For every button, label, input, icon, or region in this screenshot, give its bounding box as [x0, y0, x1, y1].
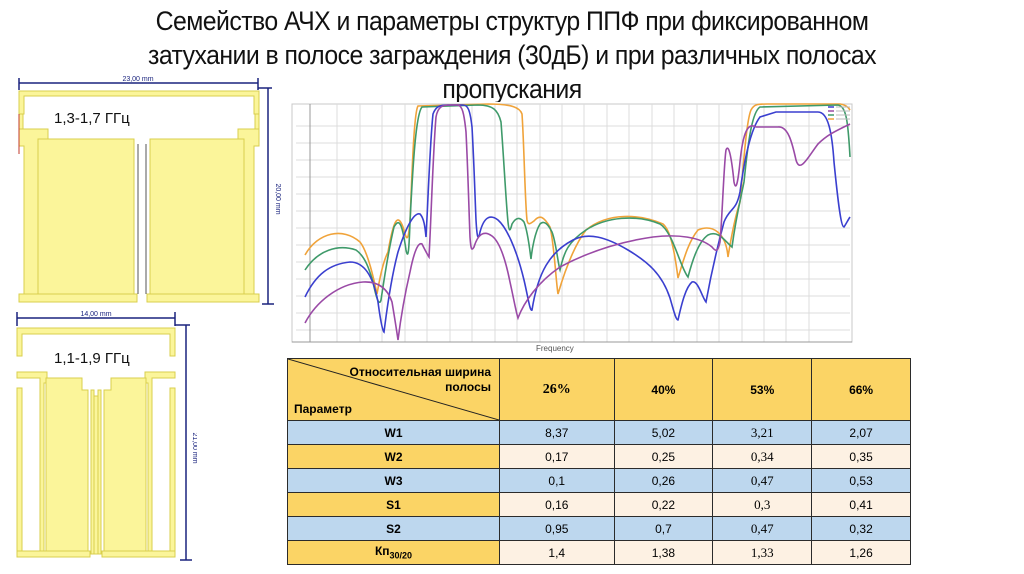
cell-value: 0,3	[712, 492, 813, 517]
cell-value: 1,33	[712, 540, 813, 565]
band-label-2: 1,1-1,9 ГГц	[54, 350, 130, 367]
cell-value: 0,1	[499, 468, 615, 493]
cell-value: 3,21	[712, 420, 813, 445]
width-dimension-label: 14,00 mm	[80, 311, 111, 318]
column-header-53: 53%	[712, 358, 813, 421]
table-row-w1: W1 8,37 5,02 3,21 2,07	[287, 420, 911, 445]
cell-value: 0,35	[811, 444, 911, 469]
title-line-2: затухании в полосе заграждения (30дБ) и …	[147, 40, 877, 70]
param-name: W2	[287, 444, 500, 469]
dimension-lines	[18, 78, 274, 305]
filter-layout-1-drawing: 23,00 mm 20,00 mm	[18, 76, 281, 305]
param-name: W3	[287, 468, 500, 493]
cell-value: 1,4	[499, 540, 615, 565]
slide-title: Семейство АЧХ и параметры структур ППФ п…	[41, 4, 983, 106]
band-label-1: 1,3-1,7 ГГц	[54, 110, 130, 127]
cell-value: 0,7	[613, 516, 714, 541]
frequency-response-chart: Frequency	[288, 102, 858, 354]
height-dimension-label: 21,00 mm	[191, 432, 197, 463]
table-header-row: Относительная ширина полосы Параметр 26% …	[287, 358, 911, 421]
chart-plot	[288, 102, 858, 354]
chart-series	[304, 103, 851, 341]
title-line-1: Семейство АЧХ и параметры структур ППФ п…	[155, 6, 869, 36]
filter-layout-1: 23,00 mm 20,00 mm 1,3-1,7 ГГц	[12, 74, 282, 309]
chart-legend	[828, 106, 850, 120]
table-row-s1: S1 0,16 0,22 0,3 0,41	[287, 492, 911, 517]
table-row-s2: S2 0,95 0,7 0,47 0,32	[287, 516, 911, 541]
x-axis-label: Frequency	[536, 344, 574, 353]
table-row-w3: W3 0,1 0,26 0,47 0,53	[287, 468, 911, 493]
table-row-kp: Кп30/20 1,4 1,38 1,33 1,26	[287, 540, 911, 565]
param-name: S1	[287, 492, 500, 517]
cell-value: 0,53	[811, 468, 911, 493]
cell-value: 0,41	[811, 492, 911, 517]
cell-value: 5,02	[613, 420, 714, 445]
parameters-table: Относительная ширина полосы Параметр 26% …	[287, 358, 911, 565]
column-header-66: 66%	[811, 358, 911, 421]
cell-value: 0,22	[613, 492, 714, 517]
cell-value: 8,37	[499, 420, 615, 445]
cell-value: 0,47	[712, 516, 813, 541]
cell-value: 1,26	[811, 540, 911, 565]
param-name: W1	[287, 420, 500, 445]
cell-value: 0,25	[613, 444, 714, 469]
series-40-percent	[304, 104, 851, 334]
cell-value: 0,16	[499, 492, 615, 517]
filter-layout-2: 14,00 mm 21,00 mm 1,1-1,9 ГГц	[12, 308, 197, 570]
series-53-percent	[304, 104, 851, 304]
cell-value: 0,26	[613, 468, 714, 493]
height-dimension-label: 20,00 mm	[274, 183, 281, 214]
chart-grid	[296, 104, 850, 342]
column-header-26: 26%	[499, 358, 615, 421]
param-name: Кп30/20	[287, 540, 500, 565]
header-bandwidth-label: Относительная ширина полосы	[349, 365, 492, 394]
cell-value: 0,17	[499, 444, 615, 469]
cell-value: 1,38	[613, 540, 714, 565]
series-26-percent	[304, 104, 851, 341]
cell-value: 0,95	[499, 516, 615, 541]
header-parameter-label: Параметр	[294, 402, 352, 416]
cell-value: 0,32	[811, 516, 911, 541]
cell-value: 0,34	[712, 444, 813, 469]
title-line-3: пропускания	[442, 74, 582, 104]
width-dimension-label: 23,00 mm	[122, 76, 153, 83]
filter-layout-2-drawing: 14,00 mm 21,00 mm	[16, 311, 197, 561]
cell-value: 2,07	[811, 420, 911, 445]
column-header-40: 40%	[613, 358, 714, 421]
cell-value: 0,47	[712, 468, 813, 493]
param-name: S2	[287, 516, 500, 541]
table-corner-header: Относительная ширина полосы Параметр	[287, 358, 500, 421]
table-row-w2: W2 0,17 0,25 0,34 0,35	[287, 444, 911, 469]
diagonal-divider	[288, 359, 499, 420]
